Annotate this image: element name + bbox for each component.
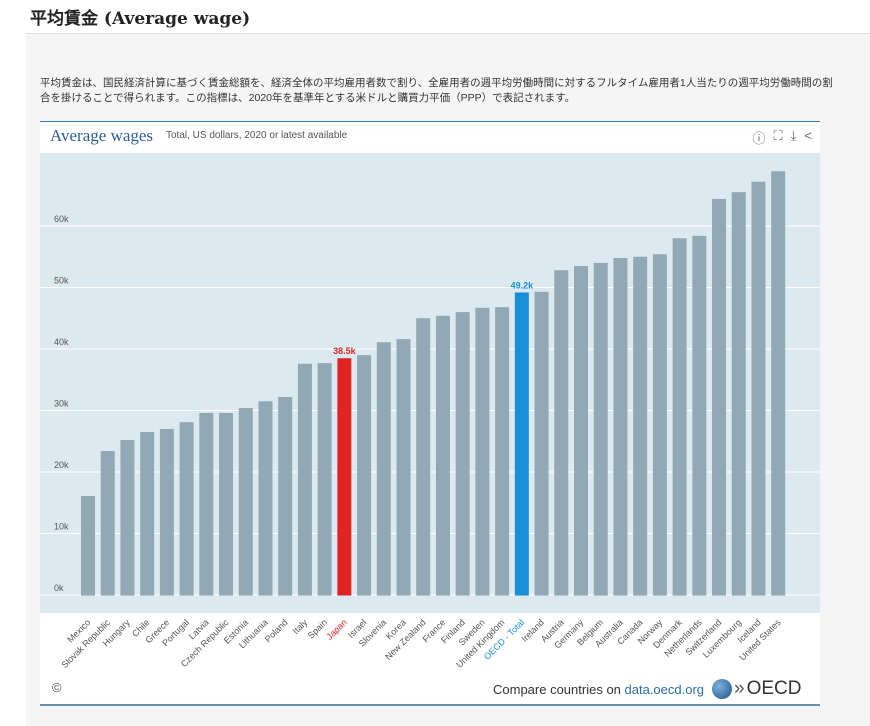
bar-australia (613, 257, 628, 596)
bar-poland (278, 396, 293, 596)
bar-ireland (534, 291, 549, 596)
bar-portugal (179, 422, 194, 596)
y-tick-label: 0k (54, 583, 64, 593)
bar-france (435, 315, 450, 596)
chart-title: Average wages (50, 126, 154, 145)
bar-denmark (672, 238, 687, 596)
download-icon[interactable]: ⤓ (790, 128, 797, 143)
bar-korea (396, 339, 411, 596)
bar-austria (554, 270, 569, 596)
bar-israel (357, 355, 372, 596)
y-tick-label: 30k (54, 399, 69, 409)
bar-czech-republic (219, 412, 234, 596)
bar-japan (337, 358, 352, 596)
bar-mexico (81, 495, 95, 596)
bar-germany (574, 265, 588, 596)
bar-united-kingdom (495, 307, 510, 596)
bar-canada (633, 256, 648, 596)
x-tick-label: Japan (324, 617, 348, 641)
y-tick-label: 40k (54, 337, 69, 347)
compare-text: Compare countries on data.oecd.org (493, 682, 705, 697)
oecd-data-link[interactable]: data.oecd.org (624, 682, 705, 697)
bar-norway (652, 254, 667, 596)
y-tick-label: 60k (54, 214, 69, 224)
bar-slovenia (376, 342, 391, 596)
fullscreen-icon[interactable]: ⛶ (773, 128, 783, 143)
bar-chile (140, 432, 155, 596)
bar-italy (297, 363, 312, 596)
description: 平均賃金は、国民経済計算に基づく賃金総額を、経済全体の平均雇用者数で割り、全雇用… (40, 77, 833, 104)
y-tick-label: 50k (54, 276, 69, 286)
bar-sweden (475, 307, 490, 596)
bar-lithuania (258, 401, 273, 596)
page-title: 平均賃金 (Average wage) (30, 9, 251, 29)
info-icon[interactable]: ⓘ (752, 131, 766, 146)
data-label: 49.2k (511, 280, 535, 290)
bar-belgium (593, 262, 608, 596)
bar-hungary (120, 440, 135, 596)
bar-greece (159, 428, 174, 596)
data-label: 38.5k (333, 346, 357, 356)
bar-new-zealand (416, 318, 431, 596)
bar-spain (317, 363, 332, 596)
share-icon[interactable]: < (804, 128, 812, 143)
chart-card: Average wages Total, US dollars, 2020 or… (40, 121, 820, 706)
y-tick-label: 20k (54, 460, 69, 470)
bar-finland (455, 312, 470, 596)
bar-estonia (238, 408, 253, 596)
bar-iceland (751, 181, 766, 596)
bar-latvia (199, 412, 214, 596)
bar-oecd-total (514, 292, 529, 596)
chart-subtitle: Total, US dollars, 2020 or latest availa… (166, 130, 348, 141)
bar-luxembourg (731, 192, 746, 596)
globe-icon (712, 679, 732, 699)
bar-netherlands (692, 235, 707, 596)
copyright-icon[interactable]: © (52, 680, 62, 695)
bar-united-states (771, 171, 786, 596)
bar-switzerland (712, 198, 727, 596)
y-tick-label: 10k (54, 522, 69, 532)
oecd-logo[interactable]: » OECD (712, 678, 801, 700)
bar-slovak-republic (100, 451, 115, 596)
